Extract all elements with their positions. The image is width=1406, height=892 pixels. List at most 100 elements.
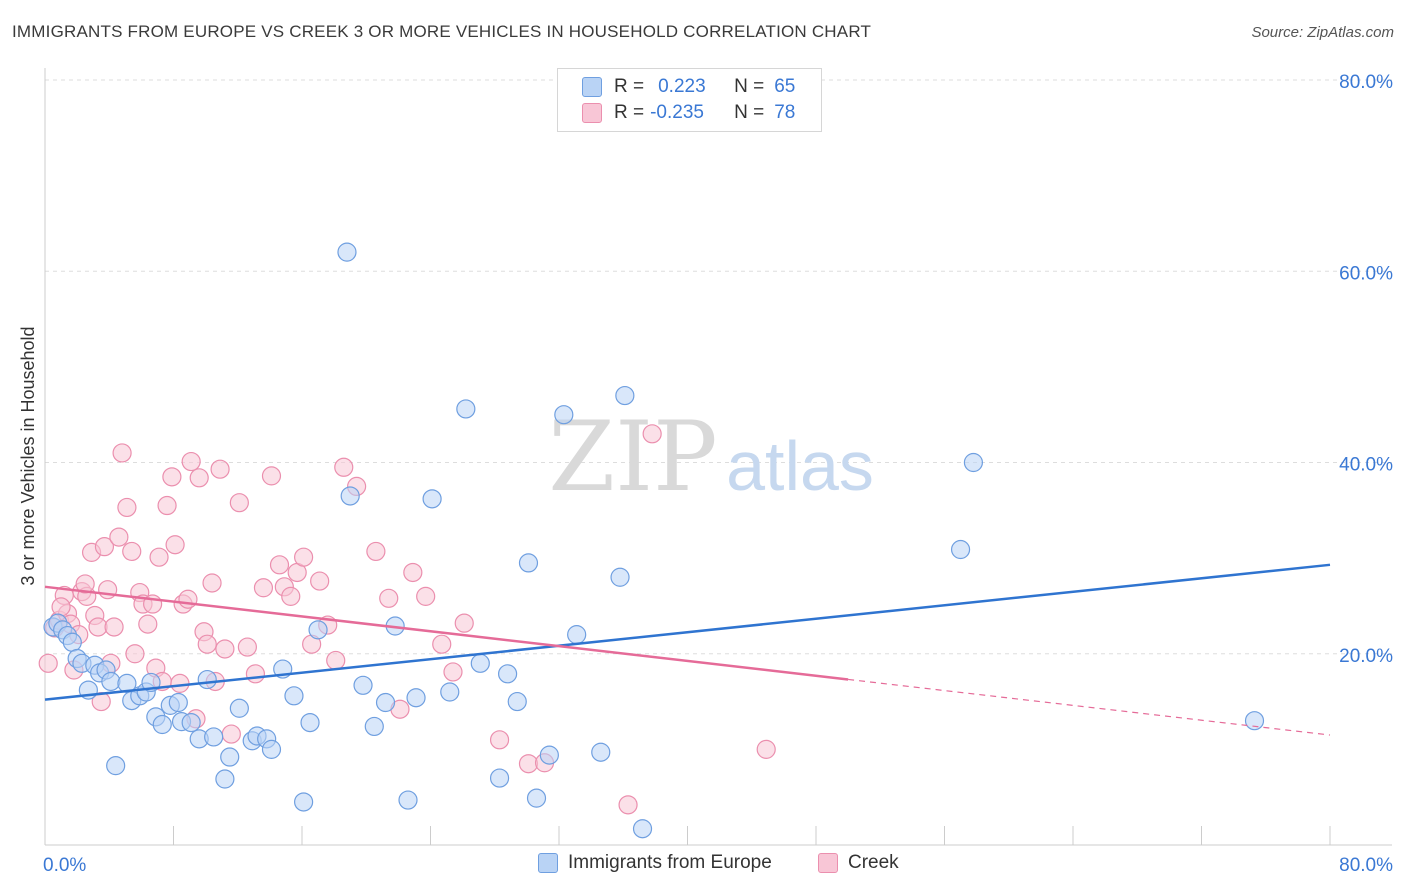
grid-lines — [45, 79, 1392, 655]
immigrants-point — [375, 692, 396, 713]
immigrants-point — [456, 399, 476, 419]
pink-swatch — [818, 853, 838, 873]
source-label: Source: ZipAtlas.com — [1251, 24, 1394, 41]
creek-point — [454, 613, 474, 633]
creek-point — [38, 653, 58, 673]
y-tick-label: 80.0% — [1339, 72, 1393, 93]
blue-swatch — [538, 853, 558, 873]
creek-point — [210, 459, 230, 479]
immigrants-point — [950, 539, 971, 560]
immigrants-point — [963, 452, 984, 473]
immigrants-point — [498, 664, 518, 684]
creek-point — [88, 617, 108, 637]
immigrants-point — [284, 686, 304, 706]
creek-point — [326, 650, 346, 671]
legend-item-creek[interactable]: Creek — [818, 852, 899, 874]
creek-point — [202, 573, 222, 593]
creek-point — [310, 571, 330, 591]
immigrants-point — [229, 698, 249, 718]
creek-point — [221, 724, 241, 744]
creek-point — [403, 562, 423, 583]
creek-point — [122, 541, 142, 562]
immigrants-point — [364, 716, 384, 737]
immigrants-point — [308, 620, 328, 640]
immigrants-point — [610, 567, 630, 587]
watermark-zip: ZIP — [548, 401, 717, 513]
immigrants-point — [181, 712, 201, 733]
creek-point — [104, 617, 124, 637]
creek-point — [432, 634, 452, 654]
y-tick-label: 40.0% — [1339, 455, 1393, 476]
axes — [44, 68, 1392, 846]
creek-point — [642, 424, 662, 444]
creek-point — [756, 739, 776, 759]
immigrants-point — [168, 692, 188, 713]
watermark-atlas: atlas — [726, 427, 874, 505]
creek-point — [109, 527, 129, 547]
immigrants-point — [632, 819, 653, 839]
r-label: R = — [614, 102, 645, 123]
creek-point — [197, 634, 217, 654]
blue-swatch — [582, 77, 602, 97]
n-value: 78 — [774, 102, 796, 123]
creek-points — [38, 424, 776, 815]
creek-point — [366, 541, 386, 562]
y-tick-label: 20.0% — [1339, 646, 1393, 667]
creek-point — [518, 754, 539, 774]
n-label: N = — [734, 76, 765, 97]
tick-labels: 20.0% 40.0% 60.0% 80.0% 0.0% 80.0% — [43, 72, 1393, 876]
creek-point — [489, 730, 510, 750]
immigrants-point — [215, 769, 235, 789]
creek-point — [189, 468, 209, 488]
immigrants-point — [106, 756, 126, 776]
immigrants-point — [300, 712, 320, 733]
creek-point — [416, 586, 436, 606]
immigrants-point — [261, 739, 282, 759]
legend-row-creek: R = -0.235 N = 78 — [582, 100, 795, 126]
immigrants-point — [440, 682, 460, 702]
creek-point — [149, 547, 169, 567]
creek-point — [334, 457, 354, 477]
immigrants-point — [518, 553, 539, 573]
legend-item-immigrants[interactable]: Immigrants from Europe — [538, 852, 772, 874]
chart-title: IMMIGRANTS FROM EUROPE VS CREEK 3 OR MOR… — [12, 22, 872, 41]
legend-label: Immigrants from Europe — [568, 852, 772, 873]
immigrants-point — [422, 489, 442, 509]
creek-point — [138, 614, 158, 634]
creek-point — [125, 644, 145, 664]
stats-legend: R = 0.223 N = 65 R = -0.235 N = 78 — [557, 68, 822, 132]
creek-point — [51, 597, 71, 617]
immigrants-point — [398, 790, 418, 810]
creek-trend-extension — [848, 678, 1331, 736]
creek-point — [215, 639, 235, 659]
immigrants-point — [567, 625, 587, 645]
immigrants-points — [43, 242, 1265, 839]
immigrants-point — [197, 669, 217, 690]
creek-point — [112, 443, 132, 463]
creek-point — [94, 537, 115, 557]
immigrants-trend-line — [44, 563, 1331, 701]
creek-trend-line — [44, 585, 849, 681]
immigrants-point — [591, 742, 611, 762]
creek-point — [75, 574, 95, 594]
creek-point — [443, 662, 463, 682]
n-label: N = — [734, 102, 765, 123]
creek-point — [181, 451, 201, 472]
creek-point — [261, 466, 282, 486]
immigrants-point — [554, 405, 574, 425]
creek-point — [157, 495, 177, 516]
n-value: 65 — [774, 76, 796, 97]
immigrants-point — [337, 242, 357, 262]
immigrants-point — [615, 385, 635, 406]
immigrants-point — [526, 788, 547, 808]
creek-point — [165, 535, 185, 555]
x-tick-label: 80.0% — [1339, 855, 1393, 876]
y-axis-label: 3 or more Vehicles in Household — [18, 326, 38, 585]
immigrants-point — [489, 768, 510, 788]
creek-point — [294, 547, 314, 567]
trend-lines — [44, 563, 1331, 736]
watermark: ZIP atlas — [548, 401, 874, 513]
creek-point — [170, 673, 190, 693]
creek-point — [379, 588, 399, 608]
